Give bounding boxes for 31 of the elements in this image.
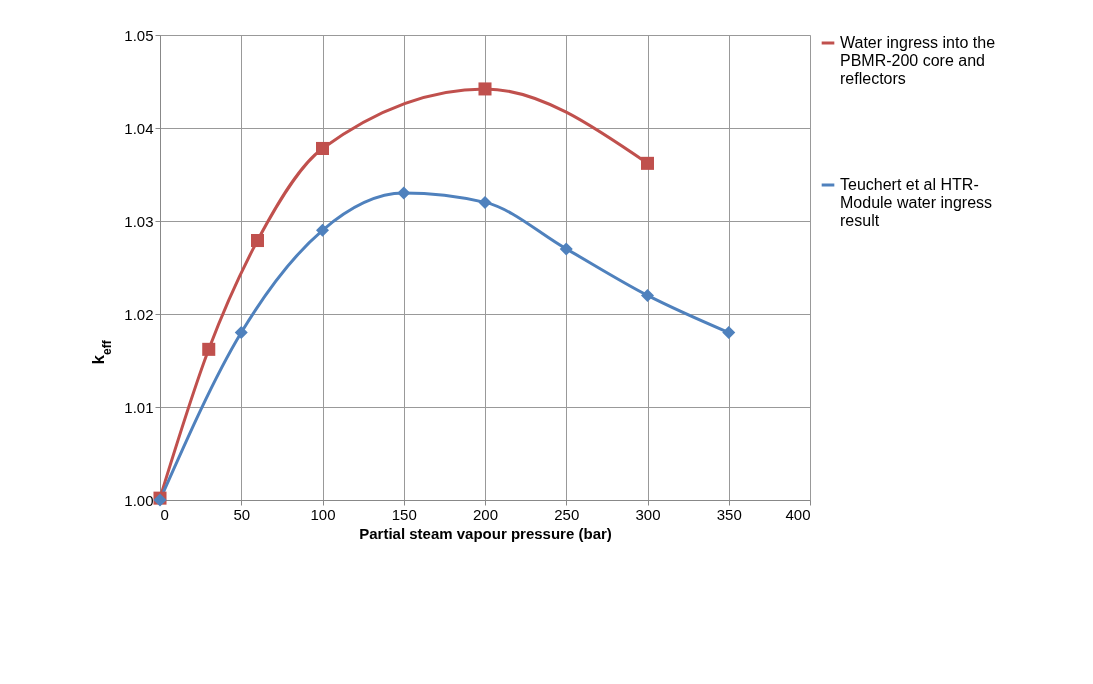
x-tick-label: 100 <box>310 505 336 523</box>
x-tick-label: 250 <box>554 505 580 523</box>
legend-label: Water ingress into the PBMR-200 core and reflectors <box>840 34 996 87</box>
y-tick-label: 1.03 <box>124 212 154 230</box>
x-tick-label: 200 <box>472 505 499 523</box>
y-tick-label: 1.01 <box>124 398 154 416</box>
x-tick-label: 50 <box>233 505 251 523</box>
point <box>315 223 330 237</box>
y-tick-label: 1.05 <box>124 26 154 44</box>
point <box>234 326 248 340</box>
x-tick-label: 400 <box>785 505 811 523</box>
x-tick-label: 350 <box>716 505 742 523</box>
y-axis-title: keff <box>89 339 114 365</box>
x-tick-label: 150 <box>391 505 417 523</box>
point <box>397 186 411 200</box>
legend-label: Teuchert et al HTR-Module water ingress result <box>840 176 993 229</box>
x-tick-label: 0 <box>160 505 169 523</box>
point <box>250 234 265 248</box>
point <box>478 195 492 209</box>
point <box>478 82 492 96</box>
point <box>202 342 216 356</box>
y-tick-label: 1.04 <box>124 119 154 137</box>
point <box>722 326 736 340</box>
point <box>640 288 655 302</box>
point <box>315 141 330 155</box>
y-tick-label: 1.02 <box>124 305 154 323</box>
point <box>640 156 655 170</box>
x-axis-title: Partial steam vapour pressure (bar) <box>359 524 612 542</box>
y-tick-label: 1.00 <box>124 491 154 509</box>
point <box>559 242 573 256</box>
x-tick-label: 300 <box>635 505 661 523</box>
